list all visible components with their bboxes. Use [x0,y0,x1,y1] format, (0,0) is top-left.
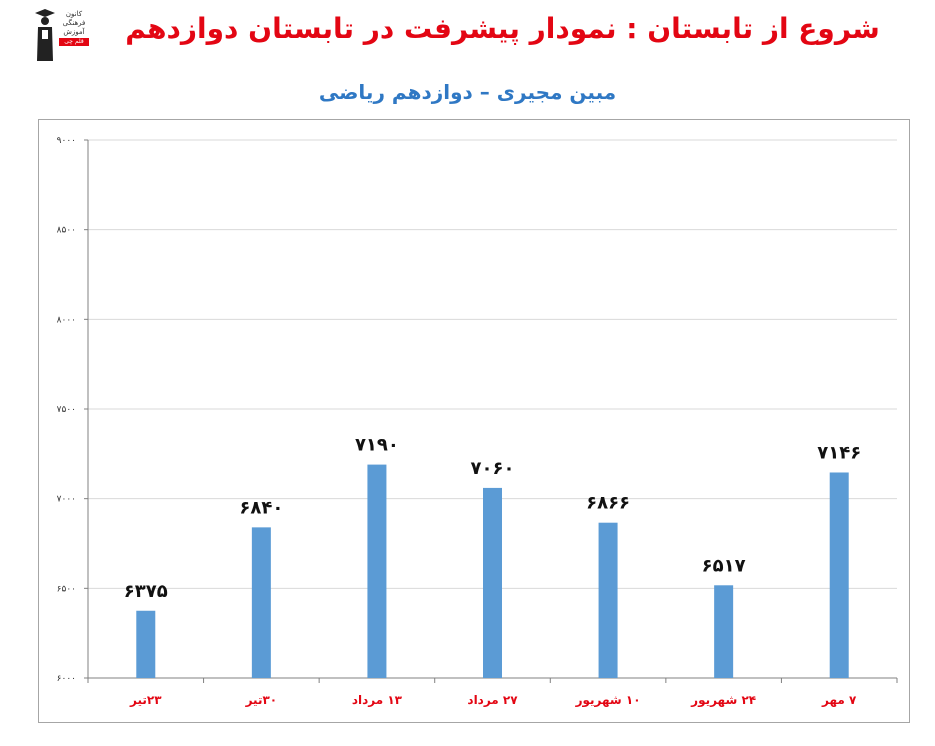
x-tick-label: ۱۳ مرداد [352,693,403,707]
page-subtitle: مبین مجیری – دوازدهم ریاضی [318,80,617,104]
y-tick-label: ۸۵۰۰ [57,226,76,236]
logo-text: کانون فرهنگی آموزش قلم چی [57,10,91,46]
data-label: ۶۵۱۷ [702,555,746,576]
data-label: ۶۸۶۶ [586,493,630,514]
chart-frame [38,119,910,723]
bar [714,585,734,678]
page-title: شروع از تابستان : نمودار پیشرفت در تابست… [125,12,880,45]
data-label: ۷۱۴۶ [817,442,861,463]
bar [829,472,849,678]
data-label: ۶۸۴۰ [239,497,283,518]
x-tick-label: ۳۰تیر [245,693,278,707]
data-label: ۷۰۶۰ [471,458,515,479]
x-tick-label: ۲۳تیر [129,693,162,707]
y-tick-label: ۹۰۰۰ [57,136,76,146]
bar [367,464,387,678]
bar [251,527,271,678]
y-tick-label: ۷۰۰۰ [57,495,76,505]
data-label: ۶۳۷۵ [124,581,168,602]
logo-line: کانون [65,10,83,18]
y-tick-label: ۶۵۰۰ [57,584,76,594]
x-tick-label: ۲۴ شهریور [690,693,756,708]
logo-badge: قلم چی [59,38,89,46]
logo-line: فرهنگی [62,19,86,27]
graduate-figure-icon [35,9,55,61]
logo: کانون فرهنگی آموزش قلم چی [30,8,91,64]
y-tick-label: ۸۰۰۰ [57,315,76,325]
y-tick-label: ۶۰۰۰ [57,674,76,684]
y-tick-label: ۷۵۰۰ [57,405,76,415]
bar [598,522,618,678]
bar [483,487,502,678]
x-tick-label: ۲۷ مرداد [467,693,518,707]
logo-line: آموزش [63,28,85,36]
data-label: ۷۱۹۰ [355,435,399,456]
x-tick-label: ۱۰ شهریور [575,693,641,708]
x-tick-label: ۷ مهر [821,693,857,707]
bar [136,610,156,678]
